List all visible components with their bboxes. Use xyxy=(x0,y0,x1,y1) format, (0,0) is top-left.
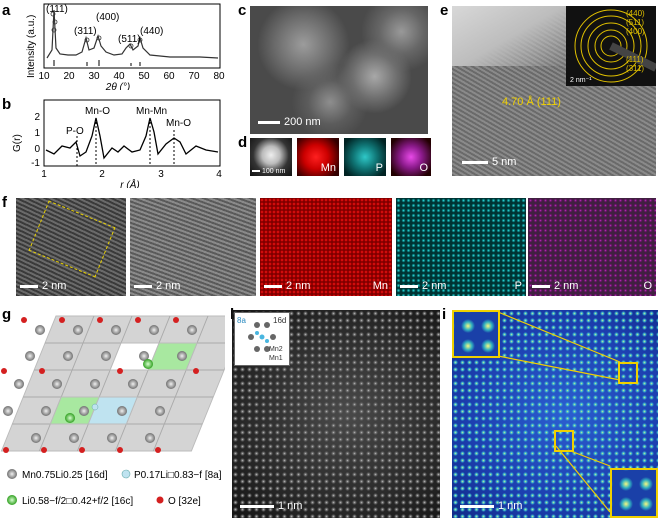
xrd-peak-111: (111) xyxy=(46,4,68,15)
eds-o-map: O xyxy=(391,138,431,176)
zoom-inset-top xyxy=(452,310,500,358)
eds-haadf: 100 nm xyxy=(250,138,292,176)
svg-text:30: 30 xyxy=(88,71,100,82)
zoom-inset-bottom xyxy=(610,468,658,518)
panel-label-g: g xyxy=(2,306,12,323)
svg-text:4: 4 xyxy=(216,169,222,180)
pdf-peak-mno-1: Mn-O xyxy=(85,106,110,117)
svg-text:Mn1: Mn1 xyxy=(269,355,283,362)
svg-text:(440): (440) xyxy=(626,9,645,18)
crystal-structure: Mn0.75Li0.25 [16d] P0.17Li□0.83−f [8a] L… xyxy=(0,315,225,507)
legend-li-16c: Li0.58−f/2□0.42+f/2 [16c] xyxy=(22,496,133,507)
xrd-peak-400: (400) xyxy=(96,12,119,23)
colorized-stem-image: 1 nm xyxy=(452,310,658,518)
panel-label-b: b xyxy=(2,96,12,113)
hrtem-scale-bar: 5 nm xyxy=(462,156,516,168)
pdf-peak-mno-2: Mn-O xyxy=(166,118,191,129)
xrd-xlabel: 2θ (°) xyxy=(105,82,130,90)
colorized-scale-bar: 1 nm xyxy=(460,500,522,512)
svg-text:80: 80 xyxy=(213,71,225,82)
xrd-ylabel: Intensity (a.u.) xyxy=(26,15,37,78)
eels-mn-map: 2 nm Mn xyxy=(260,198,392,296)
xrd-peak-511: (511) xyxy=(118,34,141,45)
panel-label-a: a xyxy=(2,2,11,19)
pdf-xlabel: r (Å) xyxy=(120,178,139,188)
svg-text:3: 3 xyxy=(158,169,164,180)
svg-text:(400): (400) xyxy=(626,27,645,36)
panel-label-f: f xyxy=(2,194,7,211)
svg-text:8a: 8a xyxy=(237,316,246,325)
legend-o-32e: O [32e] xyxy=(168,496,201,507)
eds-mn-map: Mn xyxy=(297,138,339,176)
xrd-plot: Intensity (a.u.) (111) (311) (400) (511)… xyxy=(26,3,225,90)
xrd-peak-440: (440) xyxy=(140,26,163,37)
legend-mn-16d: Mn0.75Li0.25 [16d] xyxy=(22,470,108,481)
svg-text:(511): (511) xyxy=(626,18,644,27)
lattice-annotation: 4.70 Å (111) xyxy=(502,96,561,108)
xrd-peak-311: (311) xyxy=(74,26,97,37)
hrtem-image: (440) (511) (400) (111) (311) 2 nm⁻¹ 4.7… xyxy=(452,6,656,176)
haadf-scale-bar: 1 nm xyxy=(240,500,302,512)
saed-scale: 2 nm⁻¹ xyxy=(570,77,592,84)
pdf-plot: G(r) 2 1 0 -1 P-O Mn-O Mn-Mn Mn-O 1 2 3 … xyxy=(12,99,222,188)
pdf-peak-mnmn: Mn-Mn xyxy=(136,106,167,117)
svg-text:70: 70 xyxy=(188,71,200,82)
eels-o-map: 2 nm O xyxy=(528,198,656,296)
pdf-ylabel: G(r) xyxy=(12,134,23,152)
svg-text:20: 20 xyxy=(63,71,75,82)
eds-p-map: P xyxy=(344,138,386,176)
selection-box xyxy=(28,200,116,278)
svg-text:40: 40 xyxy=(113,71,125,82)
panel-label-d: d xyxy=(238,134,248,151)
svg-text:0: 0 xyxy=(34,144,40,155)
zoom-box-top xyxy=(618,362,638,384)
xrd-pattern xyxy=(46,9,219,59)
svg-text:(111): (111) xyxy=(626,55,644,64)
svg-text:1: 1 xyxy=(34,128,40,139)
svg-text:-1: -1 xyxy=(31,158,40,169)
svg-text:(311): (311) xyxy=(626,64,644,73)
svg-text:Mn2: Mn2 xyxy=(269,346,283,353)
svg-text:2: 2 xyxy=(99,169,105,180)
haadf-stem-image: 8a 16d Mn2 Mn1 1 nm xyxy=(232,310,440,518)
eels-p-map: 2 nm P xyxy=(396,198,526,296)
svg-text:16d: 16d xyxy=(273,316,286,325)
sem-scale-bar: 200 nm xyxy=(258,116,321,128)
svg-text:1: 1 xyxy=(41,169,47,180)
stem-image-2: 2 nm xyxy=(130,198,256,296)
panel-label-e: e xyxy=(440,2,449,19)
svg-text:10: 10 xyxy=(38,71,50,82)
structure-inset: 8a 16d Mn2 Mn1 xyxy=(234,312,290,366)
svg-text:2: 2 xyxy=(34,112,40,123)
legend-p-8a: P0.17Li□0.83−f [8a] xyxy=(134,470,222,481)
stem-image-1: 2 nm xyxy=(16,198,126,296)
panel-label-i: i xyxy=(442,306,447,323)
panel-label-c: c xyxy=(238,2,247,19)
pdf-peak-po: P-O xyxy=(66,126,84,137)
svg-text:60: 60 xyxy=(163,71,175,82)
zoom-box-bottom xyxy=(554,430,574,452)
svg-text:50: 50 xyxy=(138,71,150,82)
sem-image: 200 nm xyxy=(250,6,428,134)
pdf-curve xyxy=(45,117,219,160)
saed-inset: (440) (511) (400) (111) (311) 2 nm⁻¹ xyxy=(566,6,656,86)
